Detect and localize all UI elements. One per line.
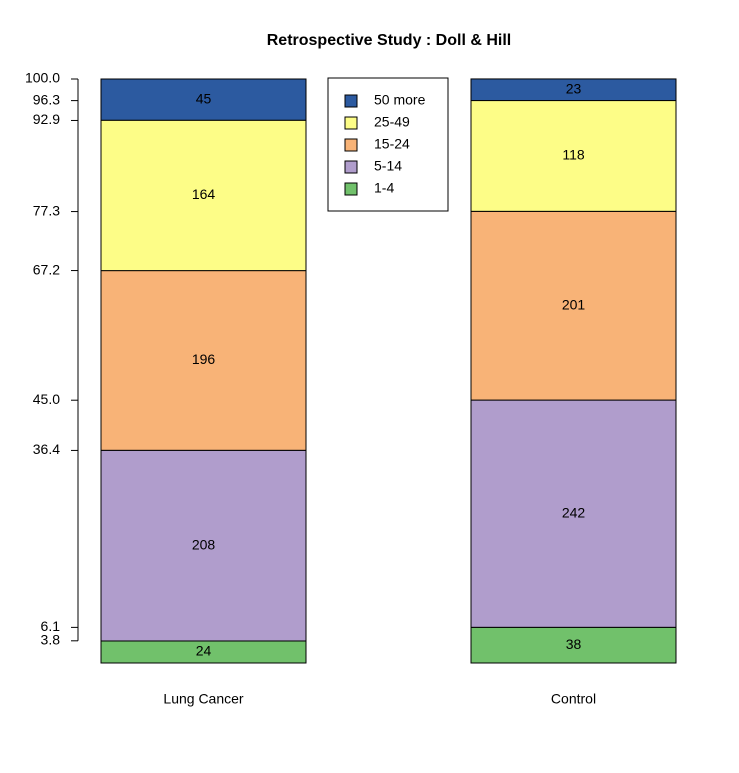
count-label: 23 [566,80,582,96]
legend-swatch [344,116,358,130]
count-label: 164 [192,186,216,202]
count-label: 196 [192,351,216,367]
bar-segment [470,78,677,102]
legend-swatch [344,138,358,152]
bar-segment [100,78,307,121]
bar-segment [470,399,677,628]
legend-label: 15-24 [374,136,410,152]
y-tick-label: 36.4 [33,441,60,457]
count-label: 24 [196,643,212,659]
legend-label: 50 more [374,92,426,108]
count-label: 45 [196,90,212,106]
y-tick-label: 45.0 [33,391,60,407]
y-tick-label: 100.0 [25,70,60,86]
x-tick-label: Lung Cancer [163,691,244,707]
chart-title: Retrospective Study : Doll & Hill [267,32,511,49]
x-tick-label: Control [551,691,596,707]
bar-segment [470,100,677,212]
bar-segment [100,449,307,642]
y-tick-label: 92.9 [33,111,60,127]
legend-label: 5-14 [374,158,402,174]
y-tick-label: 77.3 [33,202,60,218]
count-label: 242 [562,504,586,520]
y-tick-label: 3.8 [41,632,61,648]
bar-segment [100,119,307,272]
bar-segment [470,210,677,401]
bar-segment [470,626,677,664]
count-label: 38 [566,636,582,652]
count-label: 201 [562,296,586,312]
legend-swatch [344,94,358,108]
count-label: 208 [192,536,216,552]
y-tick-label: 96.3 [33,91,60,107]
legend-swatch [344,182,358,196]
y-tick-label: 67.2 [33,261,60,277]
y-tick-label: 6.1 [41,618,61,634]
legend-label: 1-4 [374,180,394,196]
count-label: 118 [562,147,585,163]
legend-swatch [344,160,358,174]
legend-label: 25-49 [374,114,410,130]
